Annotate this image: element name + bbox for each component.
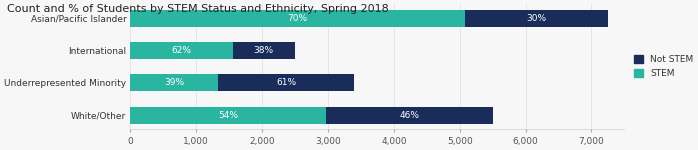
Bar (131, 10, 465, 27)
Text: 39%: 39% (164, 78, 184, 87)
Text: 54%: 54% (218, 111, 238, 120)
Text: 30%: 30% (526, 14, 547, 23)
Text: 46%: 46% (399, 111, 419, 120)
Text: 61%: 61% (276, 78, 296, 87)
Bar (465, 10, 608, 27)
Text: 38%: 38% (254, 46, 274, 55)
Bar (232, 42, 295, 59)
Text: 62%: 62% (172, 46, 191, 55)
Bar (218, 74, 355, 91)
Bar (326, 107, 493, 123)
Bar (131, 107, 326, 123)
Bar (131, 42, 232, 59)
Bar (131, 74, 218, 91)
Legend: Not STEM, STEM: Not STEM, STEM (634, 55, 693, 78)
Text: Count and % of Students by STEM Status and Ethnicity, Spring 2018: Count and % of Students by STEM Status a… (7, 4, 389, 15)
Text: 70%: 70% (288, 14, 308, 23)
